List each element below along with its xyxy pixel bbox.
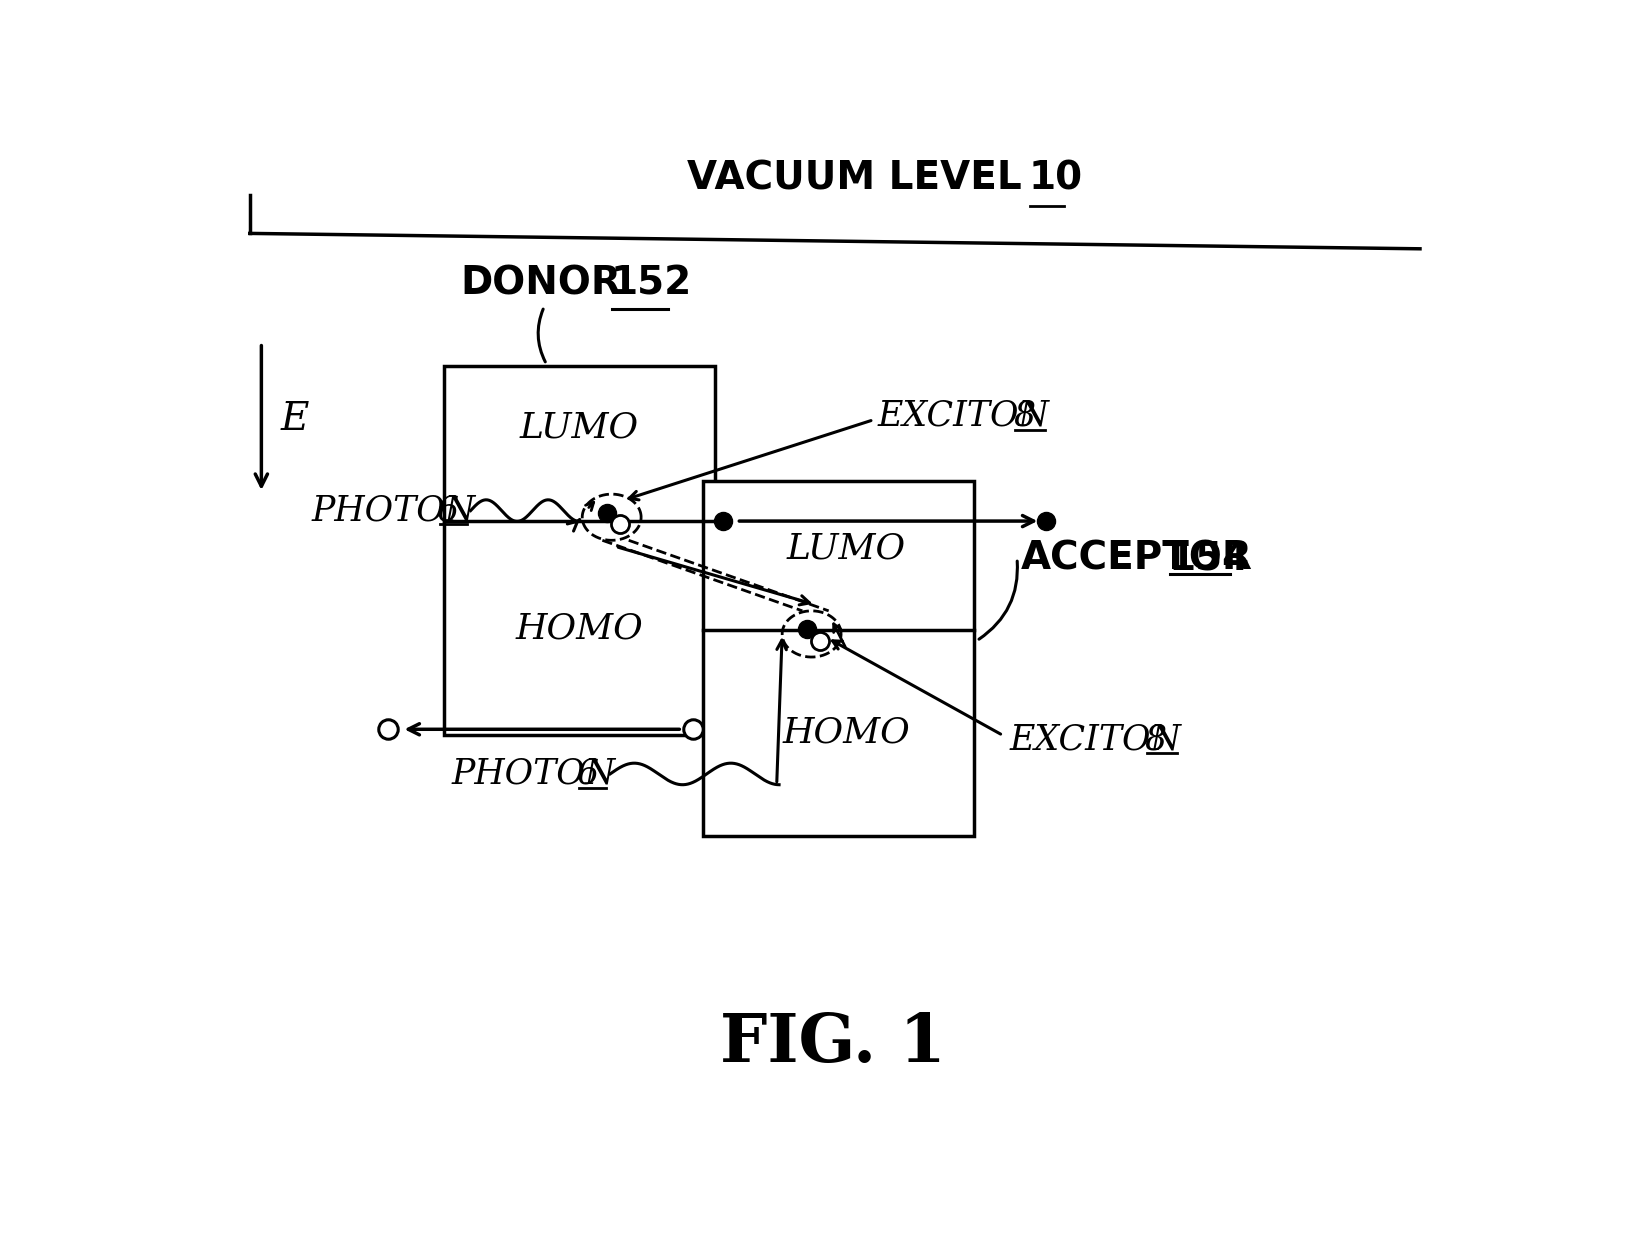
Text: 154: 154 — [1167, 540, 1249, 577]
Text: 6: 6 — [437, 493, 460, 527]
Text: E: E — [281, 401, 309, 438]
Text: LUMO: LUMO — [520, 411, 639, 444]
Text: HOMO: HOMO — [515, 611, 642, 645]
Text: PHOTON: PHOTON — [312, 493, 476, 527]
Text: EXCITON: EXCITON — [1010, 722, 1180, 756]
Text: ACCEPTOR: ACCEPTOR — [1021, 540, 1252, 577]
Bar — [444, 366, 715, 735]
Text: PHOTON: PHOTON — [452, 757, 615, 791]
FancyArrowPatch shape — [538, 309, 545, 362]
Text: 8: 8 — [1145, 722, 1167, 756]
Text: FIG. 1: FIG. 1 — [720, 1010, 946, 1075]
Text: HOMO: HOMO — [782, 716, 911, 750]
Text: LUMO: LUMO — [787, 531, 906, 566]
Text: 6: 6 — [577, 757, 598, 791]
Text: EXCITON: EXCITON — [878, 399, 1049, 433]
Bar — [702, 481, 974, 835]
Text: DONOR: DONOR — [460, 264, 621, 303]
Text: 8: 8 — [1013, 399, 1036, 433]
Text: 152: 152 — [610, 264, 691, 303]
Text: VACUUM LEVEL: VACUUM LEVEL — [686, 160, 1021, 198]
Text: 10: 10 — [1029, 160, 1083, 198]
FancyArrowPatch shape — [979, 561, 1018, 640]
